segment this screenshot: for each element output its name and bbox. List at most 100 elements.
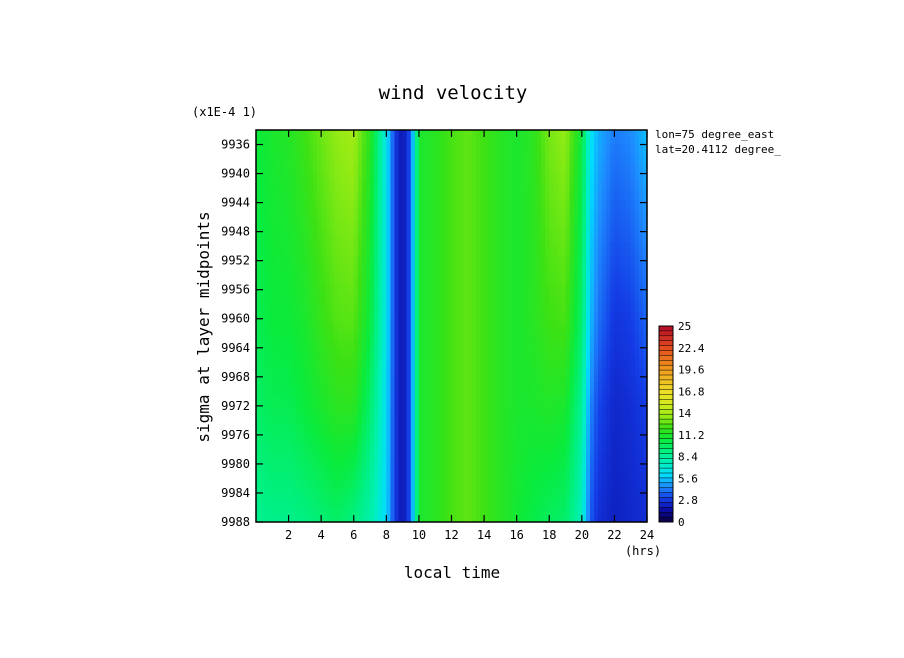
- heatmap-cell: [378, 228, 383, 236]
- heatmap-cell: [516, 214, 522, 222]
- heatmap-cell: [264, 130, 269, 138]
- heatmap-cell: [353, 144, 359, 152]
- heatmap-cell: [317, 375, 322, 383]
- heatmap-cell: [581, 249, 587, 257]
- heatmap-cell: [475, 312, 481, 320]
- heatmap-cell: [634, 466, 640, 474]
- heatmap-cell: [488, 424, 493, 432]
- heatmap-cell: [431, 445, 436, 453]
- heatmap-cell: [585, 452, 591, 460]
- heatmap-cell: [455, 298, 461, 306]
- heatmap-cell: [447, 291, 453, 299]
- heatmap-cell: [296, 326, 302, 334]
- heatmap-cell: [329, 452, 334, 460]
- heatmap-cell: [398, 389, 404, 397]
- heatmap-cell: [447, 256, 453, 264]
- heatmap-cell: [304, 305, 310, 313]
- heatmap-cell: [484, 452, 489, 460]
- heatmap-cell: [431, 361, 436, 369]
- heatmap-cell: [545, 403, 550, 411]
- heatmap-cell: [488, 410, 493, 418]
- heatmap-cell: [435, 417, 440, 425]
- heatmap-cell: [345, 431, 351, 439]
- heatmap-cell: [520, 298, 526, 306]
- heatmap-cell: [264, 375, 269, 383]
- heatmap-cell: [390, 312, 396, 320]
- heatmap-cell: [492, 186, 497, 194]
- heatmap-cell: [284, 158, 290, 166]
- heatmap-cell: [288, 165, 294, 173]
- heatmap-cell: [439, 172, 444, 180]
- heatmap-cell: [325, 424, 330, 432]
- heatmap-cell: [256, 235, 261, 243]
- heatmap-cell: [508, 270, 514, 278]
- heatmap-cell: [634, 340, 640, 348]
- heatmap-cell: [642, 410, 647, 418]
- heatmap-cell: [260, 410, 265, 418]
- heatmap-cell: [532, 466, 538, 474]
- heatmap-cell: [565, 270, 571, 278]
- heatmap-cell: [394, 214, 400, 222]
- heatmap-cell: [634, 382, 640, 390]
- heatmap-cell: [532, 207, 538, 215]
- heatmap-cell: [304, 424, 310, 432]
- heatmap-cell: [374, 144, 379, 152]
- heatmap-cell: [565, 298, 571, 306]
- heatmap-cell: [475, 431, 481, 439]
- heatmap-cell: [581, 354, 587, 362]
- heatmap-cell: [553, 179, 558, 187]
- heatmap-cell: [256, 326, 261, 334]
- heatmap-cell: [500, 144, 506, 152]
- heatmap-cell: [589, 389, 595, 397]
- heatmap-cell: [622, 186, 628, 194]
- heatmap-cell: [280, 473, 286, 481]
- heatmap-cell: [516, 326, 522, 334]
- heatmap-cell: [585, 396, 591, 404]
- heatmap-cell: [524, 277, 530, 285]
- heatmap-cell: [427, 424, 432, 432]
- heatmap-cell: [341, 228, 347, 236]
- heatmap-cell: [634, 368, 640, 376]
- heatmap-cell: [532, 277, 538, 285]
- heatmap-cell: [459, 130, 465, 138]
- heatmap-cell: [630, 284, 636, 292]
- heatmap-cell: [439, 179, 444, 187]
- heatmap-cell: [406, 396, 412, 404]
- heatmap-cell: [394, 130, 400, 138]
- heatmap-cell: [256, 200, 261, 208]
- heatmap-cell: [361, 389, 367, 397]
- heatmap-cell: [300, 130, 306, 138]
- heatmap-cell: [606, 200, 611, 208]
- heatmap-cell: [630, 298, 636, 306]
- heatmap-cell: [349, 466, 355, 474]
- heatmap-cell: [622, 130, 628, 138]
- heatmap-cell: [296, 158, 302, 166]
- heatmap-cell: [451, 186, 457, 194]
- heatmap-cell: [451, 445, 457, 453]
- heatmap-cell: [300, 326, 306, 334]
- heatmap-cell: [528, 144, 534, 152]
- heatmap-cell: [512, 228, 518, 236]
- heatmap-cell: [308, 312, 314, 320]
- heatmap-cell: [455, 487, 461, 495]
- heatmap-cell: [292, 445, 298, 453]
- heatmap-cell: [484, 235, 489, 243]
- heatmap-cell: [357, 158, 363, 166]
- heatmap-cell: [610, 284, 616, 292]
- heatmap-cell: [264, 172, 269, 180]
- heatmap-cell: [606, 361, 611, 369]
- heatmap-cell: [345, 375, 351, 383]
- heatmap-cell: [333, 144, 339, 152]
- heatmap-cell: [618, 403, 624, 411]
- heatmap-cell: [516, 424, 522, 432]
- heatmap-cell: [545, 165, 550, 173]
- heatmap-cell: [418, 193, 424, 201]
- heatmap-cell: [598, 333, 603, 341]
- heatmap-cell: [475, 277, 481, 285]
- heatmap-cell: [508, 158, 514, 166]
- heatmap-cell: [435, 396, 440, 404]
- heatmap-cell: [435, 305, 440, 313]
- heatmap-cell: [614, 165, 620, 173]
- heatmap-cell: [284, 263, 290, 271]
- heatmap-cell: [337, 263, 343, 271]
